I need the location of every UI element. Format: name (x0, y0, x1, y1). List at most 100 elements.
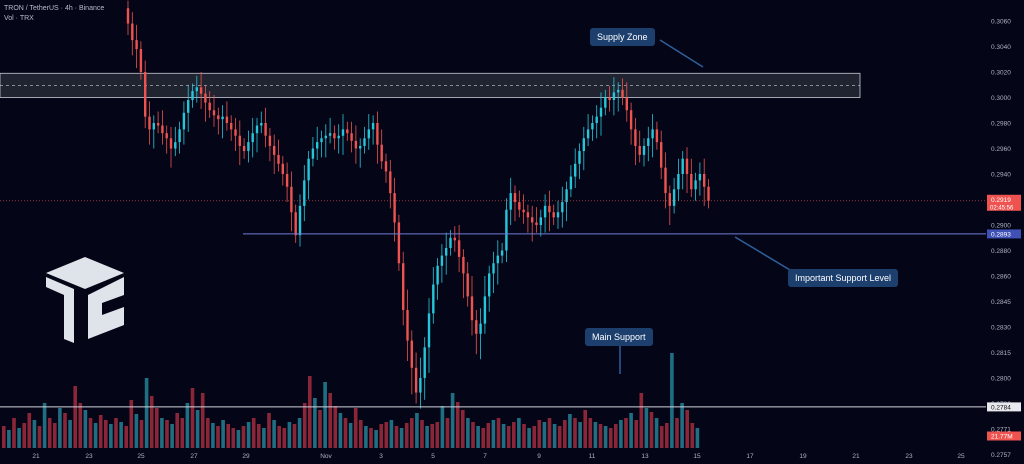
volume-bar (634, 420, 638, 448)
candle-body (285, 174, 289, 187)
volume-bar (675, 418, 679, 448)
candle-body (419, 378, 422, 393)
volume-bar (614, 424, 618, 448)
volume-bar (68, 420, 72, 448)
y-tick-label: 0.2771 (991, 427, 1011, 434)
volume-bar (78, 403, 83, 448)
volume-bar (313, 398, 317, 448)
x-tick-label: 7 (483, 453, 487, 460)
volume-bar (53, 423, 57, 448)
candle-body (500, 250, 504, 256)
candle-body (165, 133, 168, 139)
x-tick-label: 11 (589, 453, 596, 460)
candle-body (483, 296, 487, 324)
candle-body (578, 151, 581, 164)
volume-bar (114, 418, 118, 448)
volume-bar (583, 410, 587, 448)
volume-bar (42, 403, 47, 448)
volume-bar (389, 420, 394, 448)
volume-bar (481, 428, 485, 448)
important-support-callout[interactable]: Important Support Level (788, 269, 899, 287)
candle-body (621, 89, 624, 98)
volume-bar (563, 420, 567, 448)
volume-bar (496, 418, 501, 448)
volume-bar (343, 418, 348, 448)
volume-bar (557, 426, 562, 448)
volume-bar (445, 418, 450, 448)
candle-body (664, 167, 667, 194)
candle-body (195, 87, 198, 92)
candle-body (608, 97, 611, 101)
candle-body (496, 255, 499, 264)
volume-indicator-label[interactable]: Vol · TRX (4, 15, 34, 22)
volume-bar (624, 418, 628, 448)
candle-body (389, 171, 392, 194)
volume-bar (333, 406, 338, 448)
x-tick-label: 13 (641, 453, 649, 460)
candle-body (328, 133, 332, 136)
volume-bar (308, 376, 312, 448)
volume-bar (450, 393, 455, 448)
volume-bar (287, 422, 292, 448)
candle-body (543, 205, 547, 218)
volume-bar (195, 410, 200, 448)
volume-bar (165, 420, 169, 448)
y-tick-label: 0.2960 (991, 146, 1011, 153)
x-tick-label: 27 (190, 453, 198, 460)
candle-body (268, 135, 272, 146)
volume-bar (394, 426, 399, 448)
candle-body (436, 265, 439, 285)
volume-bar (109, 424, 113, 448)
volume-bar (369, 428, 373, 448)
volume-bar (83, 410, 88, 448)
volume-bar (17, 428, 21, 448)
supply-zone-callout[interactable]: Supply Zone (590, 28, 655, 46)
candle-body (247, 142, 250, 152)
main-support-callout[interactable]: Main Support (585, 328, 653, 346)
volume-bar (639, 393, 644, 448)
candle-body (410, 340, 413, 368)
y-tick-label: 0.3060 (991, 19, 1011, 26)
volume-bar (200, 393, 205, 448)
candle-body (595, 116, 598, 123)
volume-bar (690, 423, 695, 448)
volume-bar (180, 418, 185, 448)
candle-body (475, 320, 478, 334)
candle-body (470, 296, 474, 321)
symbol-title[interactable]: TRON / TetherUS · 4h · Binance (4, 5, 105, 12)
volume-bar (461, 410, 465, 448)
candle-body (406, 310, 409, 341)
volume-bar (318, 410, 322, 448)
candle-body (397, 222, 401, 264)
volume-bar (588, 418, 593, 448)
candle-body (591, 123, 594, 130)
candle-body (651, 129, 654, 139)
volume-bar (364, 426, 368, 448)
volume-bar (522, 424, 526, 448)
volume-bar (552, 424, 557, 448)
volume-bar (124, 426, 128, 448)
candle-body (277, 154, 280, 164)
volume-bar (685, 410, 689, 448)
candle-body (316, 142, 319, 149)
x-tick-label: 23 (85, 453, 93, 460)
candle-body (660, 142, 663, 168)
candle-body (363, 138, 366, 146)
candle-body (204, 93, 207, 103)
volume-bar (190, 388, 195, 448)
candle-body (303, 180, 306, 206)
volume-bar (670, 353, 674, 448)
candle-body (586, 129, 590, 139)
candle-body (638, 145, 641, 155)
x-tick-label: 19 (799, 453, 807, 460)
x-tick-label: 23 (905, 453, 913, 460)
volume-bar (455, 402, 460, 448)
volume-bar (532, 426, 536, 448)
y-tick-label: 0.2880 (991, 248, 1011, 255)
candle-body (629, 110, 633, 130)
volume-bar (170, 424, 174, 448)
volume-bar (104, 420, 108, 448)
volume-bar (328, 393, 332, 448)
volume-bar (608, 428, 613, 448)
